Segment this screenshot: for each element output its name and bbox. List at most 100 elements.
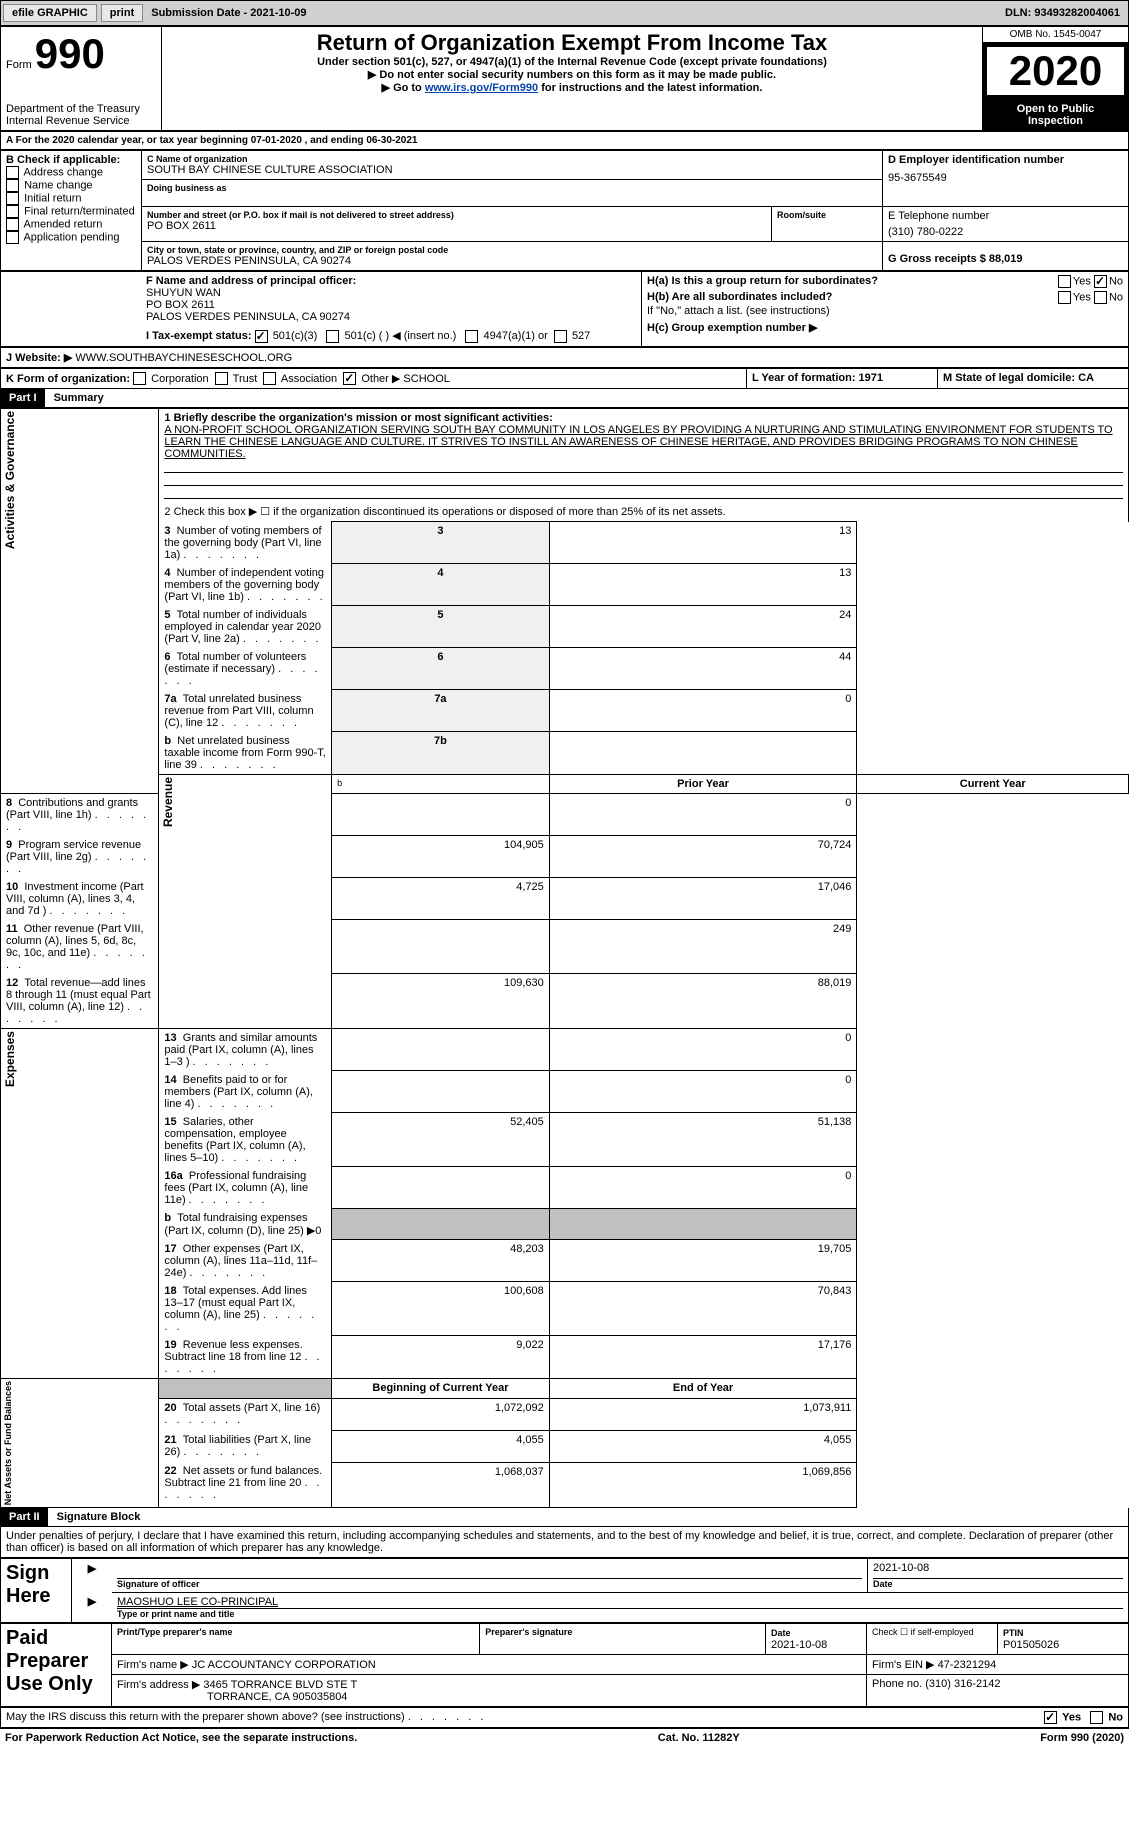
exp-cy-14: 0 — [549, 1071, 857, 1113]
value-7a: 0 — [549, 690, 857, 732]
discuss-no[interactable] — [1090, 1711, 1103, 1724]
hb-note: If "No," attach a list. (see instruction… — [647, 305, 1123, 317]
f-label: F Name and address of principal officer: — [146, 275, 636, 287]
street-addr: PO BOX 2611 — [147, 220, 766, 232]
ha-no[interactable] — [1094, 275, 1107, 288]
period-a: A For the 2020 calendar year, or tax yea… — [1, 132, 1129, 150]
na-bcy-20: 1,072,092 — [332, 1398, 550, 1430]
ha-yes[interactable] — [1058, 275, 1071, 288]
i-527[interactable] — [554, 330, 567, 343]
hb-yes[interactable] — [1058, 291, 1071, 304]
checkbox-initial-return[interactable] — [6, 192, 19, 205]
e-label: E Telephone number — [888, 210, 1123, 222]
value-5: 24 — [549, 606, 857, 648]
k-corp[interactable] — [133, 372, 146, 385]
value-6: 44 — [549, 648, 857, 690]
officer-name-title: MAOSHUO LEE CO-PRINCIPAL — [117, 1596, 1123, 1609]
exp-cy-17: 19,705 — [549, 1240, 857, 1282]
submission-date: Submission Date - 2021-10-09 — [151, 7, 306, 19]
sig-date-label: Date — [873, 1579, 1123, 1589]
subhead-3: ▶ Go to www.irs.gov/Form990 for instruct… — [167, 81, 977, 94]
m-state: M State of legal domicile: CA — [938, 368, 1129, 389]
i-4947[interactable] — [465, 330, 478, 343]
dba-label: Doing business as — [147, 183, 877, 193]
k-other[interactable] — [343, 372, 356, 385]
hb-no[interactable] — [1094, 291, 1107, 304]
rev-line-10: 10 Investment income (Part VIII, column … — [1, 878, 159, 920]
current-year-hdr: Current Year — [857, 774, 1129, 793]
checkbox-addr-change[interactable] — [6, 166, 19, 179]
na-line-21: 21 Total liabilities (Part X, line 26) — [159, 1431, 332, 1463]
rev-cy-8: 0 — [549, 793, 857, 836]
checkbox-final-return[interactable] — [6, 205, 19, 218]
hc-label: H(c) Group exemption number ▶ — [647, 321, 1123, 334]
line-num-6: 6 — [332, 648, 550, 690]
dln: DLN: 93493282004061 — [1005, 7, 1128, 19]
part2-badge: Part II — [1, 1508, 48, 1526]
rev-cy-12: 88,019 — [549, 974, 857, 1029]
rev-py-9: 104,905 — [332, 836, 550, 878]
instructions-link[interactable]: www.irs.gov/Form990 — [425, 82, 538, 94]
ein: 95-3675549 — [888, 172, 1123, 184]
discuss-yes[interactable] — [1044, 1711, 1057, 1724]
summary-table: Activities & Governance 1 Briefly descri… — [0, 408, 1129, 1508]
sig-officer-label: Signature of officer — [117, 1579, 862, 1589]
city-value: PALOS VERDES PENINSULA, CA 90274 — [147, 255, 877, 267]
name-title-label: Type or print name and title — [117, 1609, 1123, 1619]
department: Department of the Treasury Internal Reve… — [1, 100, 162, 131]
line-num-5: 5 — [332, 606, 550, 648]
form-990-page: efile GRAPHIC print Submission Date - 20… — [0, 0, 1129, 1747]
period-row: A For the 2020 calendar year, or tax yea… — [0, 131, 1129, 150]
form-label: Form — [6, 59, 32, 71]
summary-line-7a: 7a Total unrelated business revenue from… — [159, 690, 332, 732]
k-assoc[interactable] — [263, 372, 276, 385]
exp-py-17: 48,203 — [332, 1240, 550, 1282]
summary-line-5: 5 Total number of individuals employed i… — [159, 606, 332, 648]
ey-hdr: End of Year — [549, 1378, 857, 1398]
omb-number: OMB No. 1545-0047 — [983, 27, 1128, 43]
efile-button[interactable]: efile GRAPHIC — [3, 4, 97, 22]
website: WWW.SOUTHBAYCHINESESCHOOL.ORG — [75, 352, 292, 364]
checkbox-app-pending[interactable] — [6, 231, 19, 244]
d-label: D Employer identification number — [888, 154, 1123, 166]
paid-preparer-table: Paid Preparer Use Only Print/Type prepar… — [0, 1623, 1129, 1707]
firm-addr1: 3465 TORRANCE BLVD STE T — [203, 1679, 357, 1691]
perjury-text: Under penalties of perjury, I declare th… — [0, 1527, 1129, 1558]
exp-line-13: 13 Grants and similar amounts paid (Part… — [159, 1028, 332, 1071]
prior-year-hdr: Prior Year — [549, 774, 857, 793]
checkbox-name-change[interactable] — [6, 179, 19, 192]
print-button[interactable]: print — [101, 4, 143, 22]
ptin: P01505026 — [1003, 1639, 1059, 1651]
header-table: Form 990 Return of Organization Exempt F… — [0, 26, 1129, 131]
checkbox-amended[interactable] — [6, 218, 19, 231]
part1-title: Summary — [48, 392, 104, 404]
form-number: 990 — [35, 30, 105, 77]
line-num-4: 4 — [332, 564, 550, 606]
prep-sig-label: Preparer's signature — [480, 1623, 766, 1654]
j-row: J Website: ▶ WWW.SOUTHBAYCHINESESCHOOL.O… — [0, 347, 1129, 368]
part2-title: Signature Block — [51, 1511, 141, 1523]
footer-mid: Cat. No. 11282Y — [658, 1732, 740, 1744]
open-to-public: Open to Public Inspection — [983, 100, 1129, 131]
fh-table: F Name and address of principal officer:… — [0, 271, 1129, 347]
exp-cy-13: 0 — [549, 1028, 857, 1071]
sign-here-label: Sign Here — [1, 1558, 72, 1622]
k-trust[interactable] — [215, 372, 228, 385]
rev-line-12: 12 Total revenue—add lines 8 through 11 … — [1, 974, 159, 1029]
sig-date-value: 2021-10-08 — [873, 1562, 1123, 1579]
bcy-hdr: Beginning of Current Year — [332, 1378, 550, 1398]
footer: For Paperwork Reduction Act Notice, see … — [0, 1728, 1129, 1747]
line-num-7a: 7a — [332, 690, 550, 732]
exp-line-b: b Total fundraising expenses (Part IX, c… — [159, 1209, 332, 1240]
rev-cy-10: 17,046 — [549, 878, 857, 920]
i-501c3[interactable] — [255, 330, 268, 343]
paid-preparer-label: Paid Preparer Use Only — [1, 1623, 112, 1706]
g-gross-receipts: G Gross receipts $ 88,019 — [888, 253, 1123, 265]
arrow-icon: ▶ — [72, 1558, 113, 1592]
org-name: SOUTH BAY CHINESE CULTURE ASSOCIATION — [147, 164, 877, 176]
part1-badge: Part I — [1, 389, 45, 407]
arrow-icon: ▶ — [72, 1592, 113, 1622]
exp-cy-16a: 0 — [549, 1167, 857, 1209]
rev-line-8: 8 Contributions and grants (Part VIII, l… — [1, 793, 159, 836]
i-501c[interactable] — [326, 330, 339, 343]
